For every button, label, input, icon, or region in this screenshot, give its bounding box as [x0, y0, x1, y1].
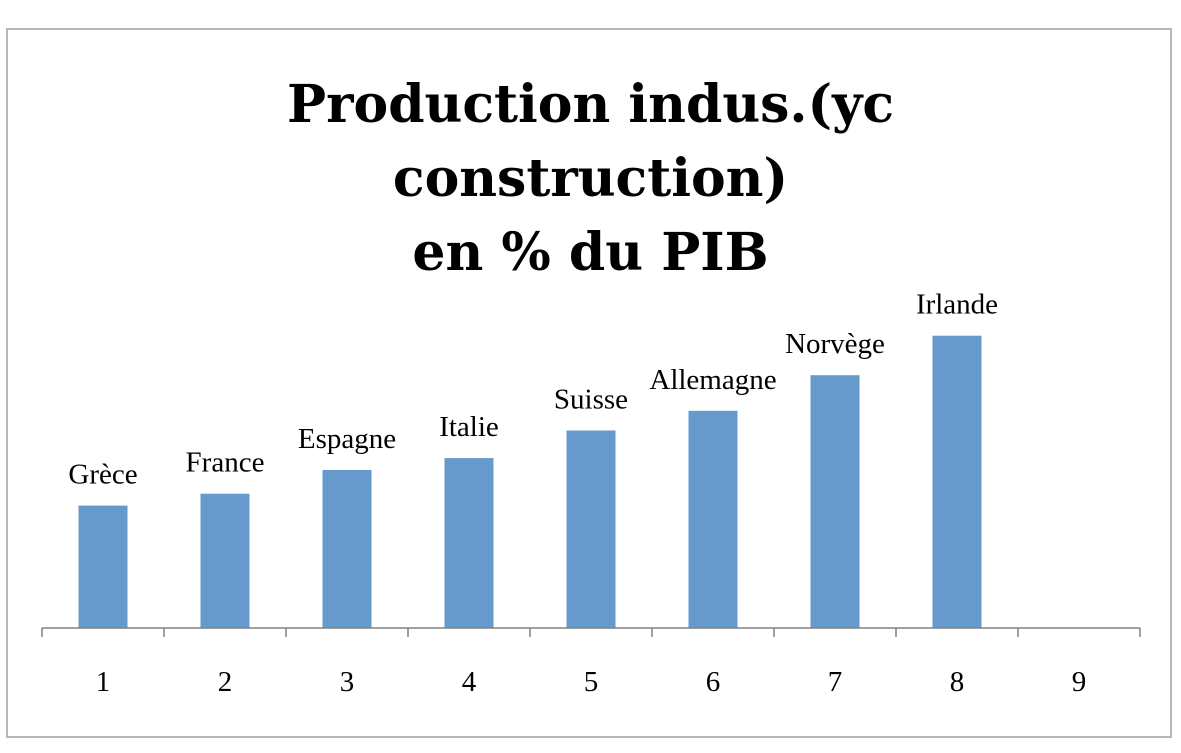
chart-title-line-1: Production indus.(yc	[287, 74, 894, 135]
x-tick-label-7: 7	[828, 666, 843, 698]
x-tick-label-2: 2	[218, 666, 233, 698]
x-tick-label-9: 9	[1072, 666, 1087, 698]
chart-title: Production indus.(yc construction) en % …	[0, 68, 1181, 290]
bar-6	[688, 410, 738, 629]
bar-5	[566, 430, 616, 628]
x-tick-label-5: 5	[584, 666, 599, 698]
bar-3	[322, 470, 372, 628]
data-label-4: Italie	[439, 411, 499, 443]
x-tick-label-4: 4	[462, 666, 477, 698]
x-tick-label-3: 3	[340, 666, 355, 698]
chart-title-line-3: en % du PIB	[412, 222, 769, 283]
data-label-8: Irlande	[916, 289, 998, 321]
data-label-5: Suisse	[554, 384, 628, 416]
data-label-1: Grèce	[68, 459, 137, 491]
x-axis: 1 2 3 4 5 6 7 8 9	[41, 627, 1141, 698]
bar-7	[810, 375, 860, 628]
data-label-7: Norvège	[785, 328, 885, 360]
bar-8	[932, 335, 982, 628]
bar-2	[200, 493, 250, 628]
data-label-3: Espagne	[298, 423, 396, 455]
data-labels-layer: Grèce France Espagne Italie Suisse Allemagne N…	[68, 289, 998, 491]
data-label-6: Allemagne	[649, 364, 776, 396]
bars-layer	[78, 335, 982, 629]
chart-title-line-2: construction)	[392, 148, 789, 209]
x-tick-label-6: 6	[706, 666, 721, 698]
data-label-2: France	[186, 447, 265, 479]
bar-1	[78, 505, 128, 629]
x-tick-label-1: 1	[96, 666, 111, 698]
x-tick-label-8: 8	[950, 666, 965, 698]
bar-4	[444, 458, 494, 628]
